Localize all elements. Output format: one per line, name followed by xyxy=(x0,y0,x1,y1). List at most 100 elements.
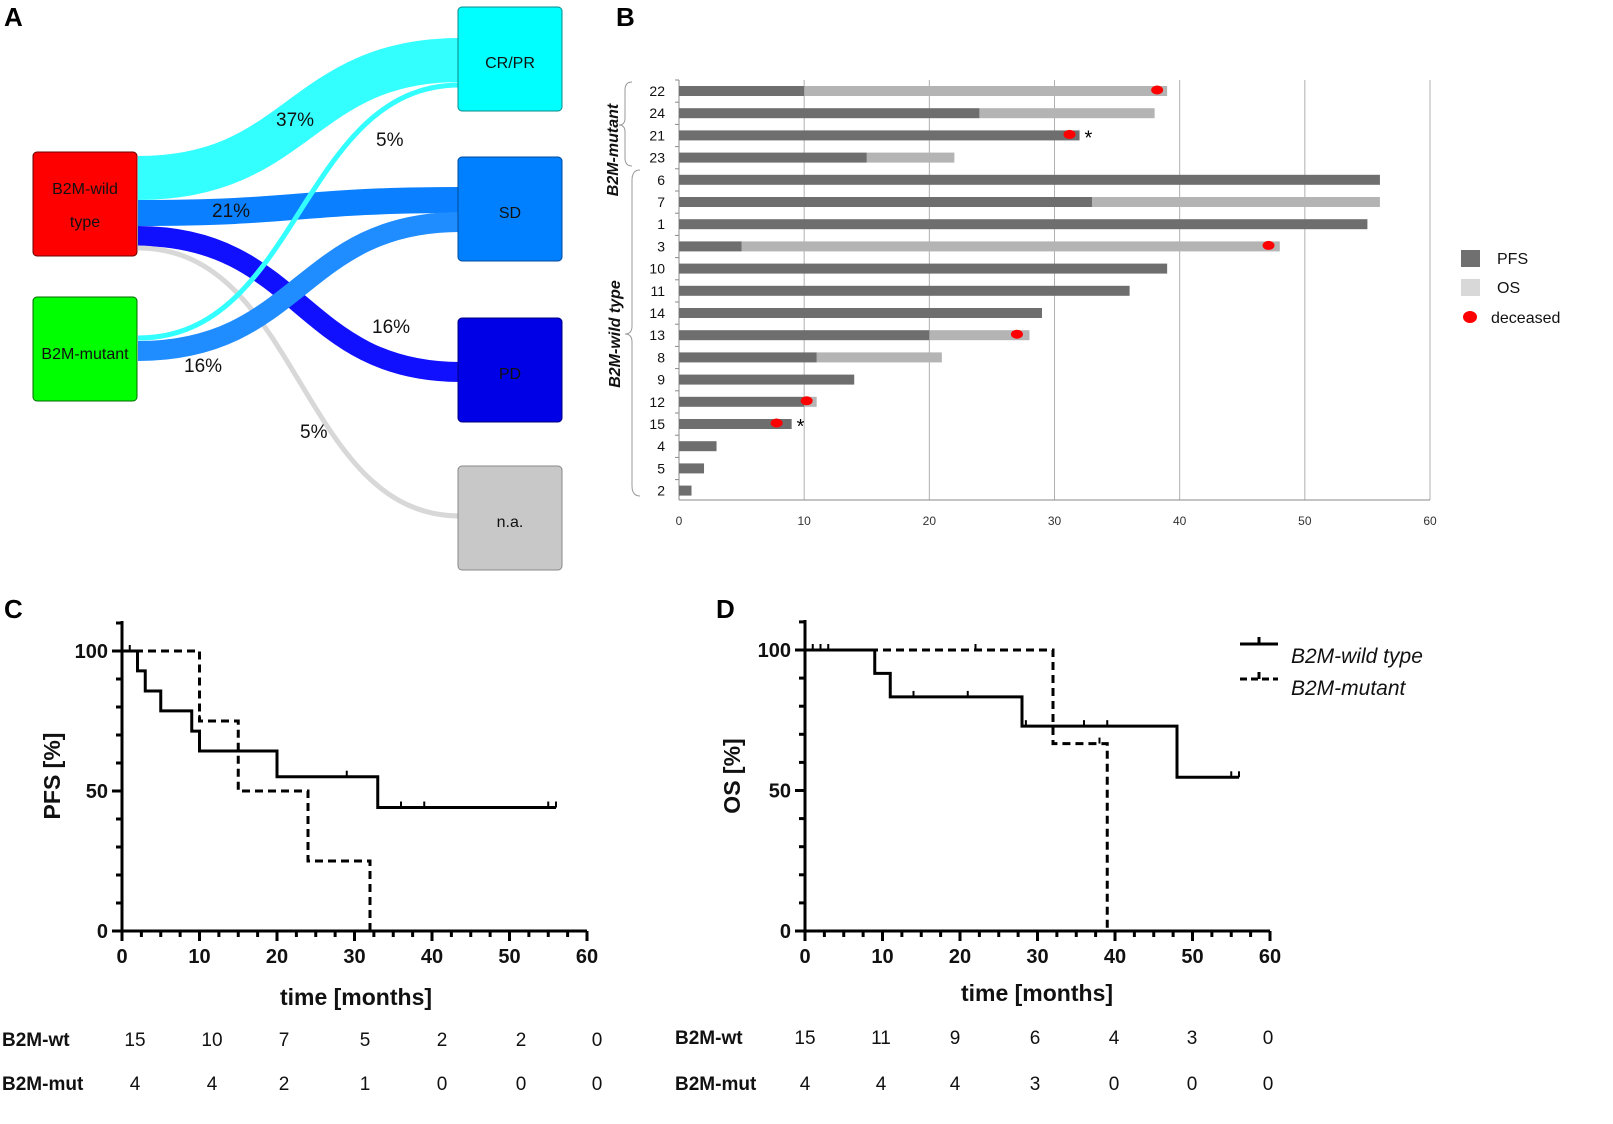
os-bar xyxy=(1092,197,1380,207)
risk-cell: 2 xyxy=(437,1030,448,1051)
risk-cell: 1 xyxy=(360,1074,371,1095)
y-tick-label-100: 100 xyxy=(758,640,791,662)
risk-cell: 0 xyxy=(437,1074,448,1095)
pfs-bar xyxy=(679,241,742,252)
risk-cell: 4 xyxy=(130,1074,141,1095)
patient-id-label: 21 xyxy=(649,127,665,143)
x-tick-label-30: 30 xyxy=(343,946,365,968)
pfs-bar xyxy=(679,219,1368,230)
flow-wt-na xyxy=(137,245,461,519)
y-tick-label-0: 0 xyxy=(780,921,791,943)
group-brace-wild-type xyxy=(624,169,641,497)
legend-wild-type-label: B2M-wild type xyxy=(1291,645,1423,668)
deceased-marker xyxy=(800,396,813,406)
patient-id-label: 24 xyxy=(649,105,665,121)
x-tick-label-60: 60 xyxy=(1259,946,1281,968)
swimmer-legend: PFS OS deceased xyxy=(1461,250,1560,327)
km-curve-mutant xyxy=(122,649,372,931)
legend-pfs-label: PFS xyxy=(1497,251,1528,268)
node-b2m-wild-type-label-2: type xyxy=(70,214,100,231)
swimmer-group-labels: B2M-mutant B2M-wild type xyxy=(605,81,641,497)
risk-cell: 15 xyxy=(124,1030,145,1051)
risk-cell: 3 xyxy=(1030,1074,1041,1095)
x-tick-label-40: 40 xyxy=(421,946,443,968)
node-b2m-mutant xyxy=(32,296,138,402)
km-curve-wild-type xyxy=(122,649,556,810)
pfs-bar xyxy=(679,285,1130,296)
km-os-risk-table: B2M-wt 15 11 9 6 4 3 0 B2M-mut 4 4 4 3 0 0 0 xyxy=(675,1028,1273,1095)
pfs-bar xyxy=(679,130,1080,141)
patient-id-label: 8 xyxy=(657,349,665,365)
x-tick-label-20: 20 xyxy=(266,946,288,968)
legend-deceased-label: deceased xyxy=(1491,310,1560,327)
patient-id-label: 22 xyxy=(649,83,665,99)
x-tick-label-10: 10 xyxy=(871,946,893,968)
km-curve-wild-type xyxy=(805,648,1239,779)
os-bar xyxy=(741,241,1280,252)
pfs-bar xyxy=(679,463,705,474)
group-brace-mutant xyxy=(618,81,633,167)
x-tick-label-10: 10 xyxy=(797,514,811,528)
km-os-xlabel: time [months] xyxy=(961,980,1113,1006)
pfs-bar xyxy=(679,330,930,341)
panel-label-d: D xyxy=(716,594,735,624)
os-bar xyxy=(929,330,1030,341)
pfs-bar xyxy=(679,308,1042,318)
km-pfs-xlabel: time [months] xyxy=(280,984,432,1010)
risk-cell: 2 xyxy=(516,1030,527,1051)
risk-cell: 4 xyxy=(950,1074,961,1095)
patient-id-label: 5 xyxy=(657,460,665,476)
pfs-bar xyxy=(679,485,692,496)
deceased-marker xyxy=(1063,129,1076,139)
x-tick-label-40: 40 xyxy=(1173,514,1187,528)
node-na xyxy=(457,465,563,571)
pfs-bar xyxy=(679,108,980,119)
km-os-legend: B2M-wild type B2M-mutant xyxy=(1240,637,1423,700)
x-tick-label-30: 30 xyxy=(1048,514,1062,528)
risk-cell: 3 xyxy=(1187,1028,1198,1049)
group-label-mutant: B2M-mutant xyxy=(605,103,622,196)
patient-id-label: 6 xyxy=(657,172,665,188)
pfs-bar xyxy=(679,352,817,363)
risk-cell: 4 xyxy=(876,1074,887,1095)
patient-id-label: 4 xyxy=(657,438,665,454)
y-tick-label-50: 50 xyxy=(769,781,791,803)
risk-cell: 0 xyxy=(1263,1074,1274,1095)
x-tick-label-0: 0 xyxy=(799,946,810,968)
patient-id-label: 9 xyxy=(657,372,665,388)
legend-os-label: OS xyxy=(1497,280,1520,297)
risk-cell: 4 xyxy=(800,1074,811,1095)
risk-cell: 9 xyxy=(950,1028,961,1049)
risk-cell: 11 xyxy=(871,1028,891,1049)
pfs-bar xyxy=(679,441,717,452)
node-pd-label: PD xyxy=(499,366,521,383)
flow-label-wt-sd: 21% xyxy=(212,201,250,222)
risk-cell: 0 xyxy=(592,1074,603,1095)
flow-label-mut-sd: 16% xyxy=(184,356,222,377)
deceased-marker xyxy=(1010,329,1023,339)
flow-wt-sd xyxy=(137,187,461,226)
group-label-wild-type: B2M-wild type xyxy=(607,280,624,388)
flow-wt-pd xyxy=(137,226,461,382)
x-tick-label-10: 10 xyxy=(188,946,210,968)
patient-id-label: 14 xyxy=(649,305,665,321)
x-tick-label-60: 60 xyxy=(1423,514,1437,528)
x-tick-label-30: 30 xyxy=(1026,946,1048,968)
deceased-marker xyxy=(1262,240,1275,250)
pfs-bar xyxy=(679,86,805,96)
risk-cell: 0 xyxy=(1109,1074,1120,1095)
node-sd-label: SD xyxy=(499,205,521,222)
patient-id-label: 3 xyxy=(657,238,665,254)
risk-cell: 7 xyxy=(279,1030,290,1051)
deceased-marker xyxy=(770,418,783,428)
node-b2m-mutant-label: B2M-mutant xyxy=(41,346,129,363)
risk-cell: 5 xyxy=(360,1030,371,1051)
patient-id-label: 10 xyxy=(649,261,665,277)
pfs-bar xyxy=(679,197,1093,207)
node-b2m-wild-type-label-1: B2M-wild xyxy=(52,181,118,198)
x-tick-label-60: 60 xyxy=(576,946,598,968)
deceased-marker xyxy=(1151,85,1164,95)
flow-label-mut-crpr: 5% xyxy=(376,130,404,151)
